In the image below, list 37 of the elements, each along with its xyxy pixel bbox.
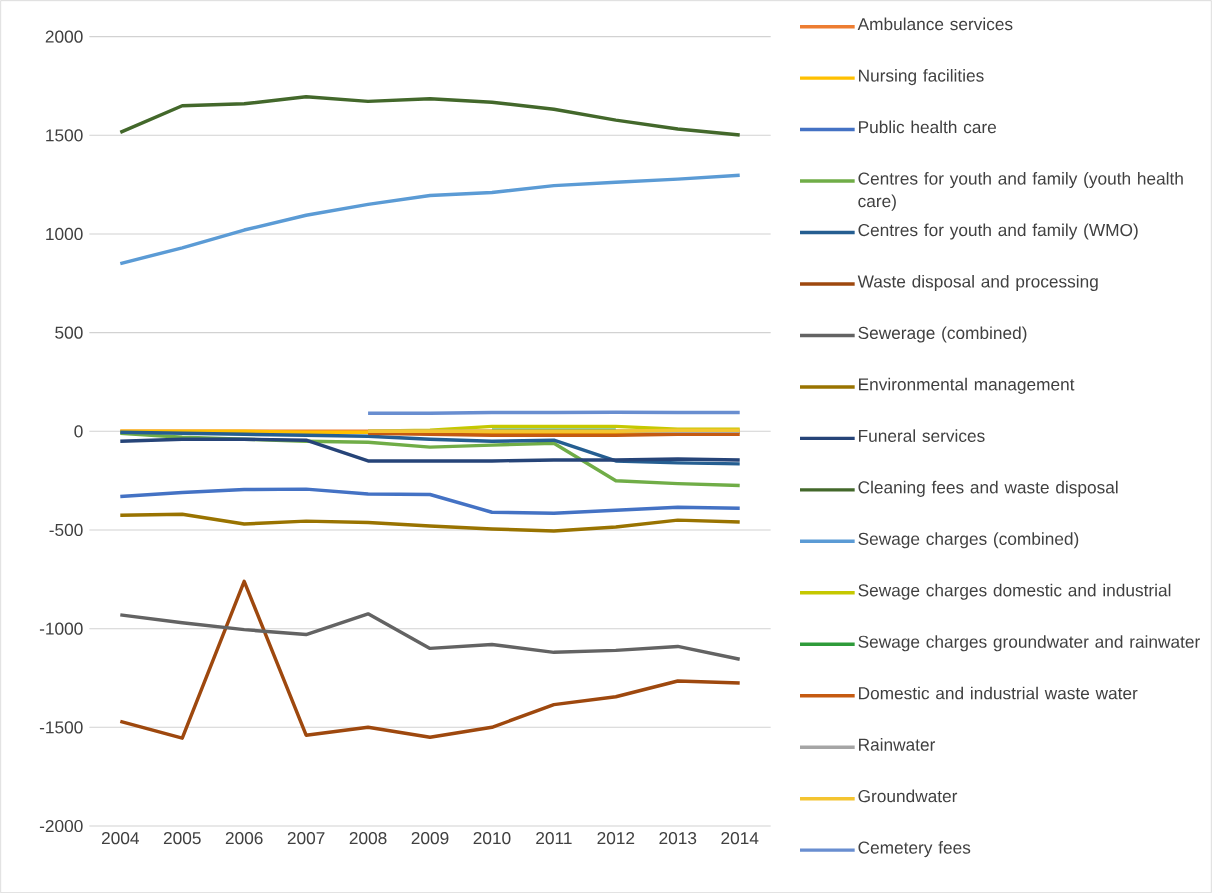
legend-label: Sewerage (combined) xyxy=(858,326,1027,343)
x-tick-label: 2009 xyxy=(411,831,449,845)
y-tick-label: 1000 xyxy=(46,227,83,240)
legend-label: Groundwater xyxy=(858,789,958,803)
x-tick-label: 2005 xyxy=(163,831,201,845)
legend-label: Nursing facilities xyxy=(859,68,984,85)
legend-label: Rainwater xyxy=(859,737,936,751)
x-tick-label: 2014 xyxy=(721,831,759,845)
y-tick-label: -1500 xyxy=(39,721,83,734)
y-tick-label: -1000 xyxy=(39,622,83,635)
legend-label: Waste disposal and processing xyxy=(857,274,1098,291)
legend-label: Ambulance services xyxy=(857,17,1013,31)
legend-label: Sewage charges (combined) xyxy=(858,532,1079,549)
legend-label: Sewage charges domestic and industrial xyxy=(858,583,1171,600)
x-tick-label: 2007 xyxy=(287,831,325,845)
x-tick-label: 2004 xyxy=(101,831,139,845)
legend-label: Cleaning fees and waste disposal xyxy=(858,480,1118,497)
x-tick-label: 2006 xyxy=(225,831,263,845)
y-tick-label: 2000 xyxy=(45,30,83,43)
y-tick-label: 1500 xyxy=(46,129,83,142)
y-tick-label: 500 xyxy=(55,326,83,339)
legend-label: Cemetery fees xyxy=(858,840,971,857)
x-tick-label: 2010 xyxy=(473,831,511,845)
y-tick-label: 0 xyxy=(74,425,83,438)
x-tick-label: 2013 xyxy=(659,831,697,845)
x-tick-label: 2011 xyxy=(536,831,572,845)
legend-label: Sewage charges groundwater and rainwater xyxy=(858,635,1200,652)
legend-label: Centres for youth and family (WMO) xyxy=(858,223,1138,240)
y-tick-label: -500 xyxy=(49,523,83,536)
x-tick-label: 2008 xyxy=(349,831,387,845)
legend-label: Funeral services xyxy=(859,429,985,442)
legend-label: Centres for youth and family (youth health care) xyxy=(858,171,1183,211)
x-tick-label: 2012 xyxy=(597,831,635,845)
y-tick-label: -2000 xyxy=(39,819,83,832)
legend-label: Domestic and industrial waste water xyxy=(859,686,1138,700)
legend-label: Public health care xyxy=(859,120,996,134)
legend-label: Environmental management xyxy=(859,377,1075,394)
